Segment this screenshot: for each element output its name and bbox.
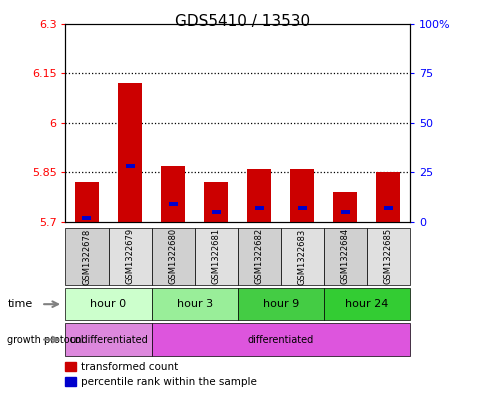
- Text: GSM1322678: GSM1322678: [82, 228, 91, 285]
- Bar: [65, 288, 151, 320]
- Bar: [65, 362, 76, 371]
- Bar: [340, 210, 349, 214]
- Text: hour 9: hour 9: [262, 299, 298, 309]
- Bar: [118, 83, 142, 222]
- Text: GSM1322680: GSM1322680: [168, 228, 177, 285]
- Bar: [211, 210, 220, 214]
- Bar: [254, 206, 263, 210]
- Bar: [168, 202, 177, 206]
- Bar: [237, 228, 280, 285]
- Bar: [194, 228, 237, 285]
- Bar: [290, 169, 314, 222]
- Text: percentile rank within the sample: percentile rank within the sample: [81, 376, 257, 387]
- Bar: [280, 228, 323, 285]
- Text: time: time: [7, 299, 32, 309]
- Text: GSM1322679: GSM1322679: [125, 228, 134, 285]
- Bar: [237, 288, 323, 320]
- Bar: [108, 228, 151, 285]
- Bar: [333, 192, 356, 222]
- Text: differentiated: differentiated: [247, 334, 313, 345]
- Bar: [65, 377, 76, 386]
- Bar: [247, 169, 271, 222]
- Bar: [366, 228, 409, 285]
- Text: GSM1322682: GSM1322682: [254, 228, 263, 285]
- Bar: [161, 166, 184, 222]
- Bar: [151, 228, 194, 285]
- Text: GSM1322685: GSM1322685: [383, 228, 392, 285]
- Bar: [65, 228, 108, 285]
- Text: hour 24: hour 24: [345, 299, 388, 309]
- Bar: [75, 182, 99, 222]
- Bar: [376, 173, 399, 222]
- Bar: [297, 206, 306, 210]
- Text: GDS5410 / 13530: GDS5410 / 13530: [175, 14, 309, 29]
- Bar: [65, 323, 151, 356]
- Text: hour 0: hour 0: [91, 299, 126, 309]
- Text: GSM1322683: GSM1322683: [297, 228, 306, 285]
- Text: GSM1322681: GSM1322681: [211, 228, 220, 285]
- Bar: [323, 288, 409, 320]
- Bar: [204, 182, 227, 222]
- Bar: [151, 323, 409, 356]
- Text: GSM1322684: GSM1322684: [340, 228, 349, 285]
- Text: hour 3: hour 3: [176, 299, 212, 309]
- Bar: [82, 216, 91, 220]
- Bar: [151, 288, 237, 320]
- Bar: [383, 206, 392, 210]
- Text: undifferentiated: undifferentiated: [69, 334, 148, 345]
- Bar: [125, 165, 134, 169]
- Text: growth protocol: growth protocol: [7, 334, 84, 345]
- Text: transformed count: transformed count: [81, 362, 178, 372]
- Bar: [323, 228, 366, 285]
